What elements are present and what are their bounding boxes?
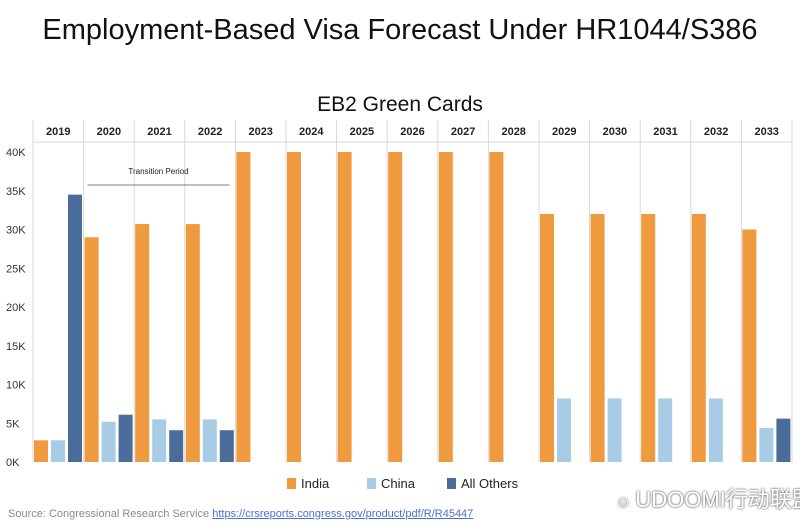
year-label-2033: 2033 — [754, 126, 778, 138]
source-label: Source: Congressional Research Service — [8, 508, 210, 520]
bar-china-2030 — [607, 398, 622, 462]
year-label-2030: 2030 — [603, 126, 627, 138]
bar-china-2021 — [152, 419, 167, 462]
bar-china-2020 — [101, 421, 116, 462]
y-tick-label: 20K — [6, 302, 26, 314]
bar-india-2031 — [641, 214, 656, 462]
bar-india-2029 — [540, 214, 554, 462]
chart-title: EB2 Green Cards — [317, 93, 483, 116]
bar-all-others-2020 — [118, 414, 133, 462]
bar-india-2030 — [590, 214, 605, 462]
y-tick-label: 40K — [6, 147, 26, 159]
bar-india-2024 — [287, 152, 301, 462]
legend-label-china: China — [381, 476, 416, 491]
bar-all-others-2033 — [776, 418, 791, 462]
year-label-2019: 2019 — [46, 126, 70, 138]
year-label-2020: 2020 — [97, 126, 121, 138]
bar-all-others-2022 — [219, 430, 234, 462]
bar-india-2019 — [34, 440, 48, 462]
legend-swatch-china — [367, 478, 376, 489]
wechat-icon: ☺ — [615, 494, 632, 511]
bar-china-2029 — [557, 398, 571, 462]
transition-period-label: Transition Period — [128, 167, 188, 176]
bar-india-2021 — [135, 224, 150, 462]
y-tick-label: 35K — [6, 186, 26, 198]
year-label-2028: 2028 — [501, 126, 525, 138]
bar-india-2025 — [337, 152, 352, 462]
year-label-2027: 2027 — [451, 126, 475, 138]
bar-china-2033 — [759, 427, 774, 462]
year-label-2023: 2023 — [248, 126, 272, 138]
y-tick-label: 30K — [6, 225, 26, 237]
bar-china-2032 — [708, 398, 723, 462]
y-tick-label: 5K — [6, 418, 20, 430]
watermark-text: UDOOMI行动联盟 — [635, 487, 800, 512]
year-label-2032: 2032 — [704, 126, 728, 138]
bar-india-2027 — [438, 152, 453, 462]
bar-all-others-2021 — [169, 430, 184, 462]
bar-india-2023 — [236, 152, 251, 462]
y-tick-label: 10K — [6, 380, 26, 392]
bar-all-others-2019 — [68, 194, 82, 462]
page-title: Employment-Based Visa Forecast Under HR1… — [42, 14, 758, 46]
bar-india-2033 — [742, 229, 757, 462]
year-label-2025: 2025 — [350, 126, 374, 138]
bar-india-2028 — [489, 152, 504, 462]
bar-china-2031 — [658, 398, 673, 462]
source-link[interactable]: https://crsreports.congress.gov/product/… — [212, 508, 474, 520]
year-label-2024: 2024 — [299, 126, 324, 138]
source-citation: Source: Congressional Research Service h… — [8, 508, 473, 520]
y-tick-label: 25K — [6, 263, 26, 275]
year-label-2022: 2022 — [198, 126, 222, 138]
y-tick-label: 0K — [6, 457, 20, 469]
legend-swatch-all-others — [447, 478, 456, 489]
year-label-2021: 2021 — [147, 126, 171, 138]
bar-india-2022 — [185, 224, 200, 462]
legend-label-all-others: All Others — [461, 476, 519, 491]
bar-india-2026 — [388, 152, 403, 462]
bar-india-2032 — [691, 214, 706, 462]
bar-china-2022 — [202, 419, 217, 462]
bar-india-2020 — [84, 237, 99, 462]
bar-china-2019 — [51, 440, 65, 462]
year-label-2026: 2026 — [400, 126, 424, 138]
year-label-2031: 2031 — [653, 126, 677, 138]
year-label-2029: 2029 — [552, 126, 576, 138]
legend-swatch-india — [287, 478, 296, 489]
watermark: ☺ UDOOMI行动联盟 — [615, 482, 800, 514]
legend-label-india: India — [301, 476, 330, 491]
y-tick-label: 15K — [6, 341, 26, 353]
